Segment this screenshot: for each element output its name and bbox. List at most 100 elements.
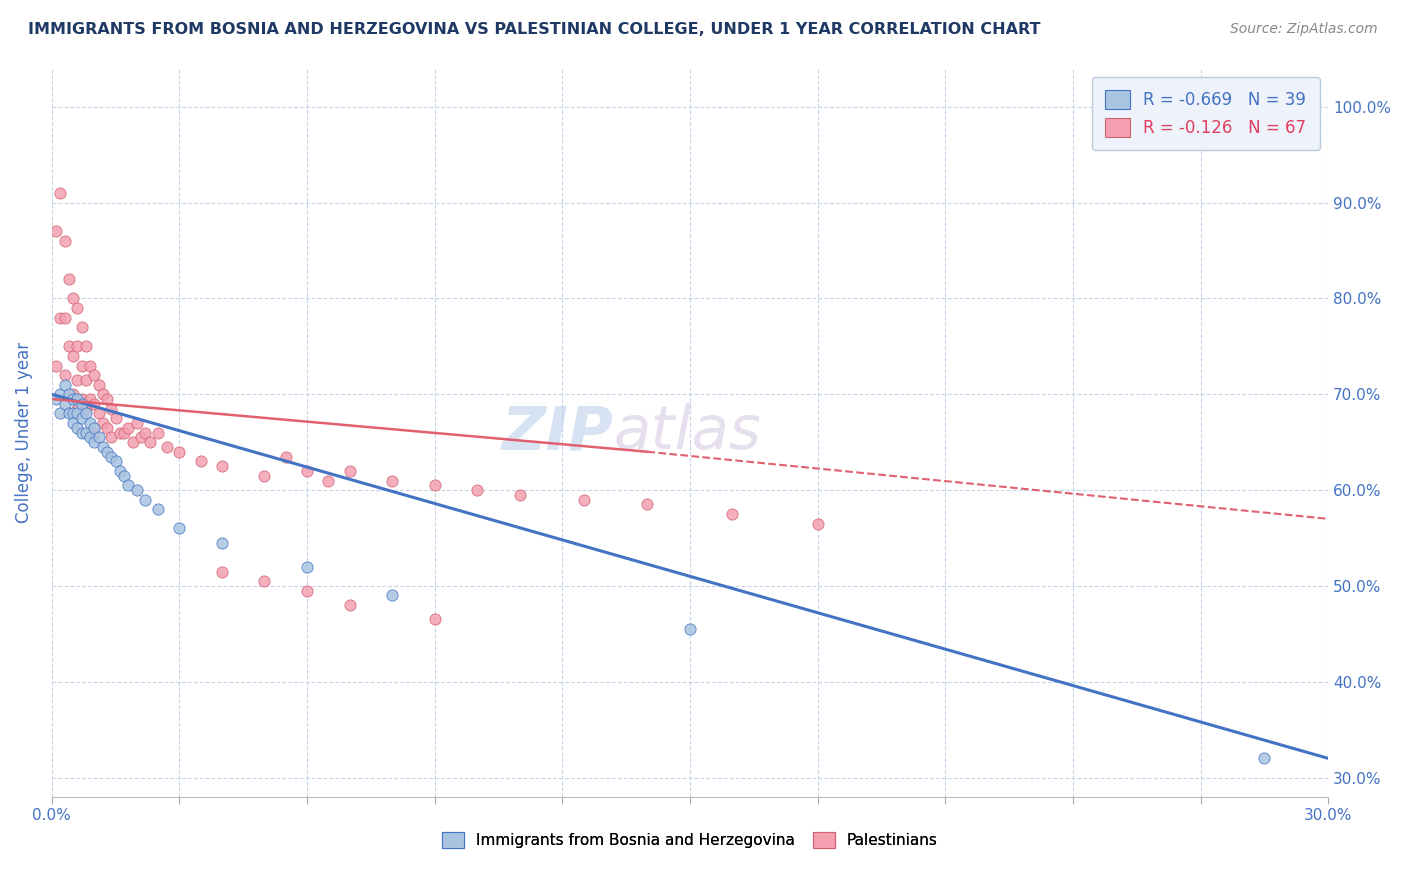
Point (66, 421, 89, 435)
Point (146, 502, 169, 516)
Point (134, 425, 156, 440)
Point (117, 478, 139, 492)
Point (679, 622, 702, 636)
Point (49, 406, 72, 420)
Point (1253, 751, 1275, 765)
Point (423, 612, 446, 626)
Point (62, 392, 84, 406)
Point (138, 435, 160, 450)
Point (58, 387, 80, 401)
Point (108, 464, 131, 478)
Point (190, 454, 212, 468)
Point (75, 406, 97, 420)
Point (125, 416, 148, 430)
Point (156, 440, 179, 454)
Point (108, 425, 131, 440)
Point (316, 474, 339, 488)
Point (49, 186, 72, 200)
Point (83, 421, 105, 435)
Point (58, 406, 80, 420)
Point (253, 468, 276, 483)
Point (62, 416, 84, 430)
Point (45, 359, 67, 373)
Point (79, 392, 101, 406)
Point (66, 401, 89, 416)
Point (83, 397, 105, 411)
Point (169, 444, 191, 458)
Point (295, 559, 318, 574)
Point (62, 406, 84, 420)
Point (75, 401, 97, 416)
Point (96, 421, 118, 435)
Point (87, 430, 110, 444)
Point (70, 397, 93, 411)
Text: IMMIGRANTS FROM BOSNIA AND HERZEGOVINA VS PALESTINIAN COLLEGE, UNDER 1 YEAR CORR: IMMIGRANTS FROM BOSNIA AND HERZEGOVINA V… (28, 22, 1040, 37)
Point (423, 478, 446, 492)
Point (70, 320, 93, 334)
Point (721, 507, 744, 521)
Point (381, 589, 404, 603)
Point (66, 392, 89, 406)
Point (62, 349, 84, 363)
Point (49, 387, 72, 401)
Point (62, 292, 84, 306)
Point (53, 368, 76, 383)
Point (79, 430, 101, 444)
Point (295, 464, 318, 478)
Point (104, 454, 127, 468)
Point (806, 516, 828, 531)
Point (125, 483, 148, 497)
Point (45, 224, 67, 238)
Legend: Immigrants from Bosnia and Herzegovina, Palestinians: Immigrants from Bosnia and Herzegovina, … (436, 826, 943, 855)
Point (79, 359, 101, 373)
Point (83, 368, 105, 383)
Point (83, 425, 105, 440)
Point (96, 444, 118, 458)
Point (45, 392, 67, 406)
Point (339, 598, 361, 612)
Point (465, 483, 488, 497)
Point (62, 387, 84, 401)
Point (91, 387, 114, 401)
Point (66, 301, 89, 315)
Point (572, 492, 595, 507)
Point (112, 468, 135, 483)
Point (211, 459, 233, 474)
Point (100, 401, 122, 416)
Point (49, 310, 72, 325)
Point (339, 464, 361, 478)
Point (211, 565, 233, 579)
Point (211, 535, 233, 549)
Point (636, 498, 658, 512)
Point (75, 425, 97, 440)
Text: ZIP: ZIP (502, 403, 613, 462)
Text: Source: ZipAtlas.com: Source: ZipAtlas.com (1230, 22, 1378, 37)
Point (83, 435, 105, 450)
Point (121, 435, 143, 450)
Point (117, 421, 139, 435)
Point (66, 339, 89, 353)
Point (381, 474, 404, 488)
Point (146, 425, 169, 440)
Point (70, 392, 93, 406)
Point (58, 339, 80, 353)
Point (70, 359, 93, 373)
Point (100, 450, 122, 464)
Point (129, 430, 152, 444)
Point (253, 574, 276, 588)
Point (66, 406, 89, 420)
Point (53, 310, 76, 325)
Point (295, 583, 318, 598)
Point (75, 373, 97, 387)
Point (134, 492, 156, 507)
Point (274, 450, 297, 464)
Point (70, 425, 93, 440)
Point (91, 416, 114, 430)
Point (87, 377, 110, 392)
Y-axis label: College, Under 1 year: College, Under 1 year (15, 342, 32, 524)
Point (91, 440, 114, 454)
Point (79, 416, 101, 430)
Point (70, 411, 93, 425)
Point (104, 411, 127, 425)
Point (53, 377, 76, 392)
